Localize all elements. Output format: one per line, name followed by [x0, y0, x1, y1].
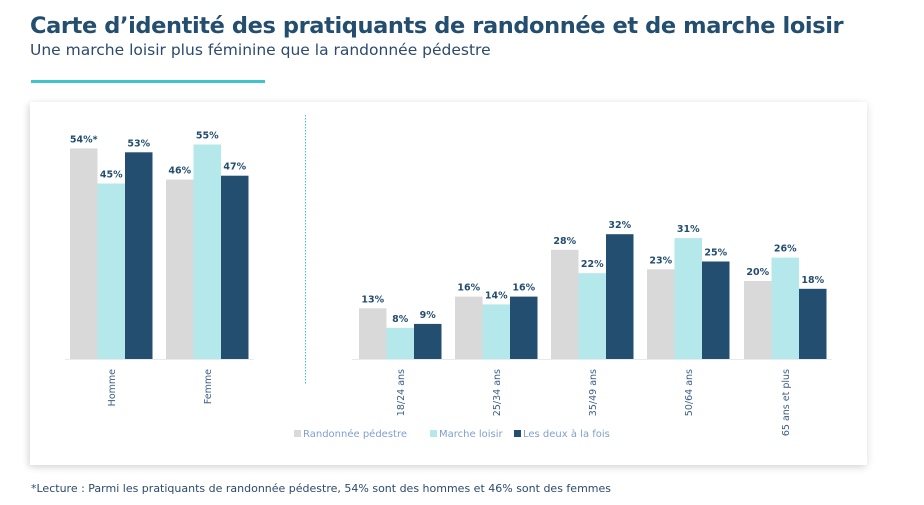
chart-card: 54%* 45% 53% Homme 46% 55% 47% Femme 13% 8% 9% 18/2… [30, 102, 867, 465]
legend-label: Les deux à la fois [523, 428, 610, 440]
category-label: Femme [203, 369, 214, 404]
data-label: 53% [127, 138, 150, 149]
bar-les-deux [799, 288, 827, 359]
data-label: 25% [704, 248, 727, 259]
bar-randonnee [166, 179, 194, 359]
bar-randonnee [647, 269, 675, 359]
page-title: Carte d’identité des pratiquants de rand… [30, 13, 844, 39]
bar-marche-loisir [482, 304, 510, 359]
bar-marche-loisir [193, 144, 221, 359]
bar-marche-loisir [771, 257, 799, 359]
legend-swatch [430, 430, 437, 437]
bar-marche-loisir [578, 273, 606, 359]
data-label: 9% [420, 310, 437, 321]
bar-randonnee [455, 296, 483, 359]
bar-les-deux [606, 234, 634, 359]
data-label: 32% [608, 220, 631, 231]
legend-label: Marche loisir [439, 429, 503, 440]
bar-marche-loisir [674, 238, 702, 359]
bar-les-deux [414, 323, 442, 359]
bar-randonnee [70, 148, 98, 359]
data-label: 31% [677, 224, 700, 235]
data-label: 46% [168, 166, 191, 177]
category-label: 35/49 ans [588, 369, 599, 416]
data-label: 14% [485, 290, 508, 301]
category-label: 25/34 ans [492, 369, 503, 416]
category-label: 50/64 ans [684, 369, 695, 416]
category-label: 18/24 ans [396, 369, 407, 416]
bar-marche-loisir [97, 183, 125, 359]
bar-randonnee [551, 249, 579, 359]
bar-les-deux [702, 261, 730, 359]
legend-swatch [294, 430, 301, 437]
data-label: 22% [581, 259, 604, 270]
bar-les-deux [510, 296, 538, 359]
bar-randonnee [744, 281, 772, 359]
bar-chart: 54%* 45% 53% Homme 46% 55% 47% Femme 13% 8% 9% 18/2… [65, 115, 832, 440]
data-label: 8% [392, 314, 409, 325]
data-label: 13% [361, 294, 384, 305]
data-label: 26% [774, 244, 797, 255]
bar-les-deux [221, 175, 249, 359]
accent-rule [31, 80, 265, 83]
legend-swatch [514, 430, 521, 437]
data-label: 54%* [70, 134, 98, 145]
category-label: 65 ans et plus [781, 369, 792, 436]
footnote: *Lecture : Parmi les pratiquants de rand… [31, 482, 611, 495]
bar-randonnee [359, 308, 387, 359]
category-label: Homme [107, 369, 118, 406]
data-label: 18% [801, 275, 824, 286]
data-label: 23% [649, 255, 672, 266]
data-label: 28% [553, 236, 576, 247]
page-subtitle: Une marche loisir plus féminine que la r… [30, 41, 491, 59]
data-label: 16% [457, 283, 480, 294]
data-label: 20% [746, 267, 769, 278]
data-label: 45% [100, 170, 123, 181]
bar-les-deux [125, 152, 153, 359]
data-label: 55% [196, 131, 219, 142]
data-label: 16% [512, 283, 535, 294]
data-label: 47% [223, 162, 246, 173]
legend-label: Randonnée pédestre [303, 428, 407, 440]
bar-marche-loisir [386, 327, 414, 359]
